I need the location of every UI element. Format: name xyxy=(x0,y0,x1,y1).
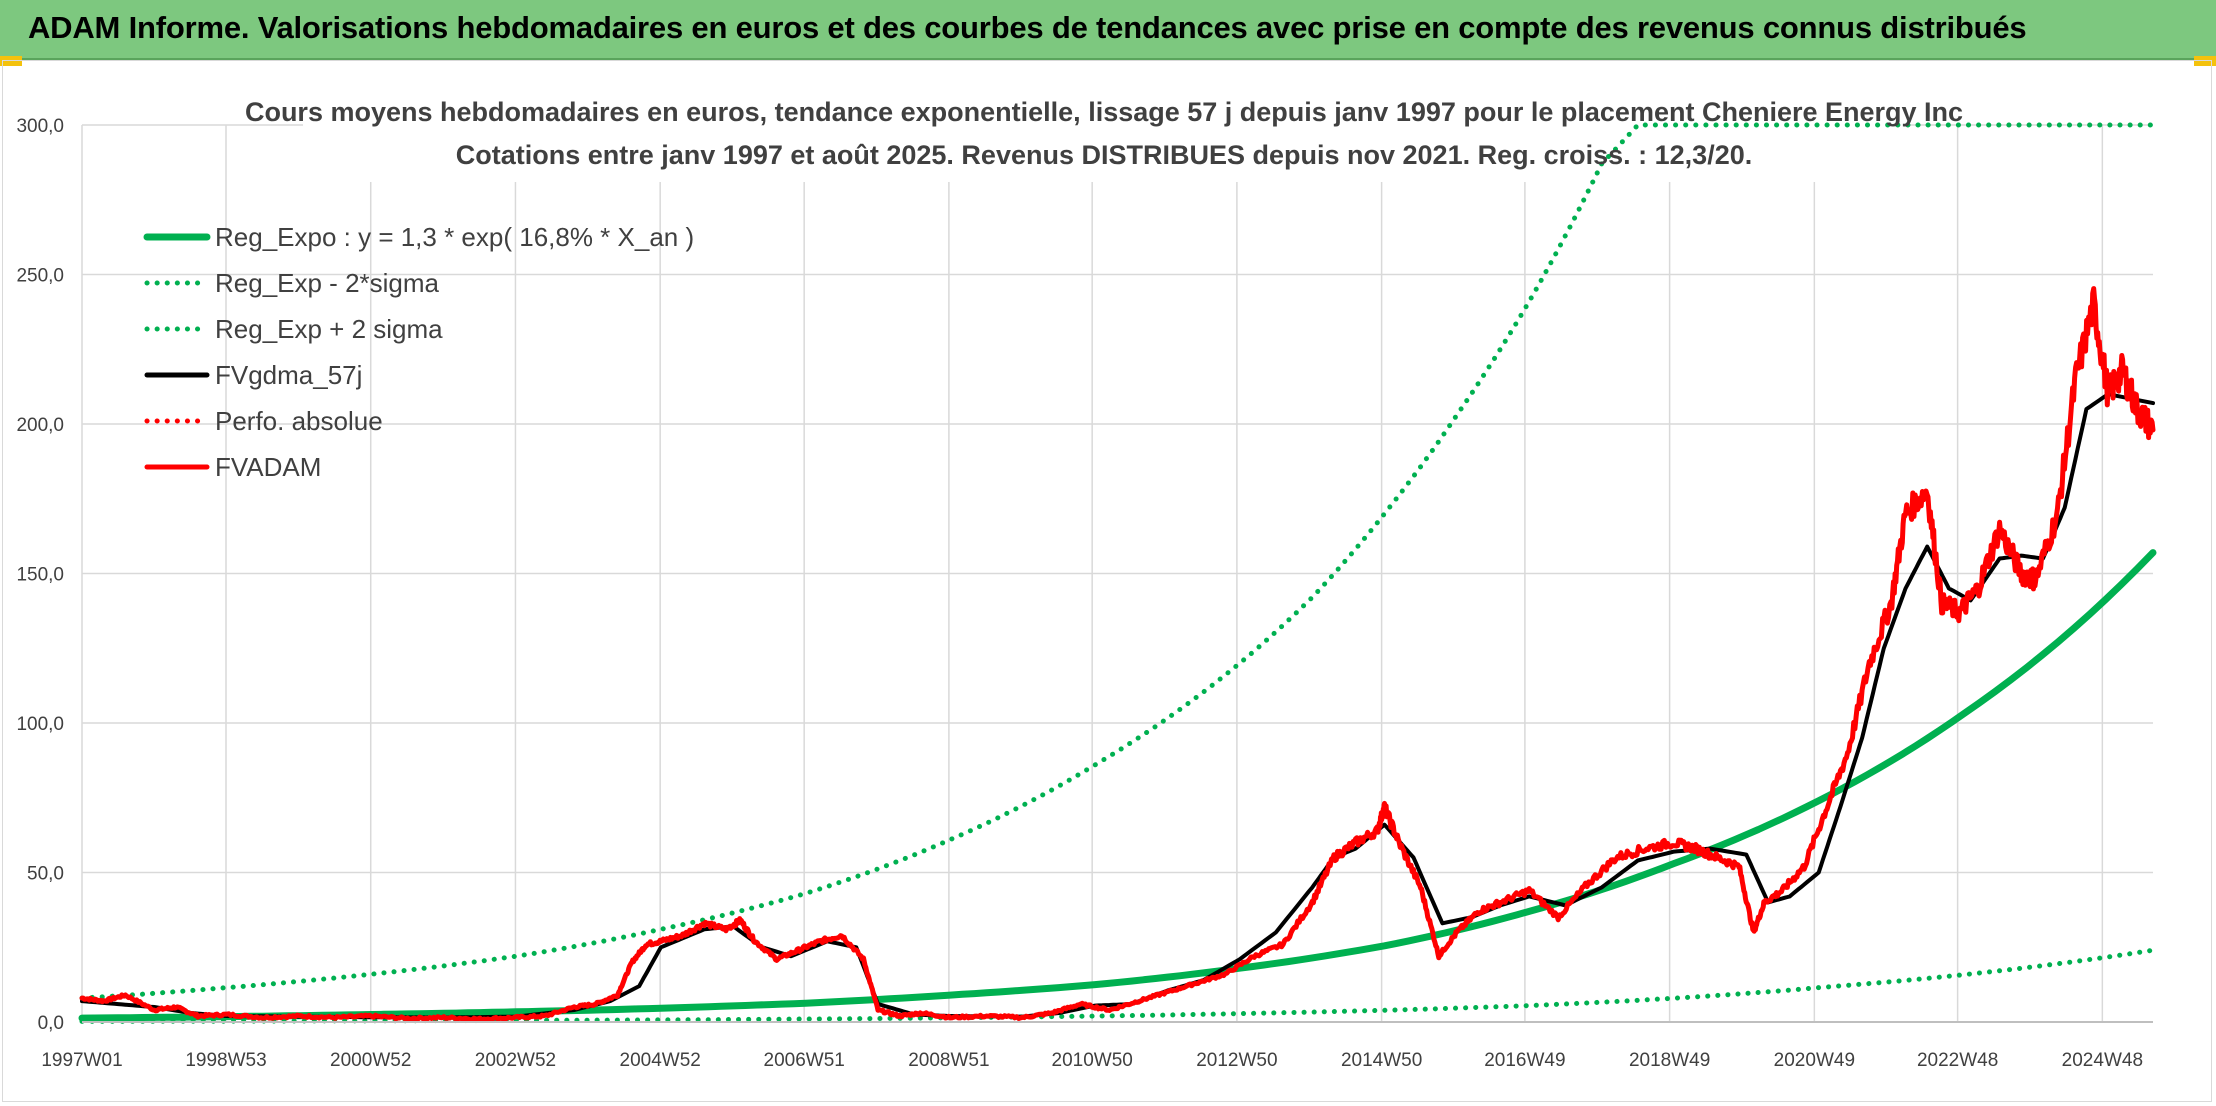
x-tick-label: 2016W49 xyxy=(1484,1050,1565,1071)
title-backdrop xyxy=(303,92,1905,182)
header-banner: ADAM Informe. Valorisations hebdomadaire… xyxy=(0,0,2216,60)
report-title: ADAM Informe. Valorisations hebdomadaire… xyxy=(28,10,2027,45)
legend-label: Perfo. absolue xyxy=(215,406,383,436)
legend-label: Reg_Exp + 2 sigma xyxy=(215,314,443,344)
legend-label: Reg_Expo : y = 1,3 * exp( 16,8% * X_an ) xyxy=(215,222,694,252)
x-tick-label: 2002W52 xyxy=(475,1050,556,1071)
y-tick-label: 150,0 xyxy=(16,565,64,586)
x-tick-label: 1998W53 xyxy=(185,1050,266,1071)
chart-title: Cours moyens hebdomadaires en euros, ten… xyxy=(245,97,1963,127)
y-tick-label: 100,0 xyxy=(16,714,64,735)
series-line xyxy=(78,549,2157,1022)
series-line xyxy=(79,122,2156,1001)
chart-frame xyxy=(2,60,2212,1102)
x-tick-label: 2022W48 xyxy=(1917,1050,1998,1071)
x-tick-label: 2006W51 xyxy=(764,1050,845,1071)
y-tick-label: 250,0 xyxy=(16,266,64,287)
x-tick-label: 2018W49 xyxy=(1629,1050,1710,1071)
legend-label: FVgdma_57j xyxy=(215,360,362,390)
series-group xyxy=(78,122,2157,1024)
axes-group: 0,0 50,0 100,0 150,0 200,0 250,0 300,0 1997W01 1… xyxy=(16,116,2153,1071)
y-tick-label: 50,0 xyxy=(27,864,64,885)
x-tick-label: 2010W50 xyxy=(1052,1050,1133,1071)
x-tick-label: 2004W52 xyxy=(620,1050,701,1071)
chart-subtitle: Cotations entre janv 1997 et août 2025. … xyxy=(456,140,1752,170)
series-line xyxy=(79,286,2156,1023)
x-tick-label: 1997W01 xyxy=(41,1050,122,1071)
corner-mark-left xyxy=(0,56,22,66)
x-tick-label: 2024W48 xyxy=(2062,1050,2143,1071)
series-line xyxy=(80,392,2155,1020)
y-tick-label: 200,0 xyxy=(16,415,64,436)
y-tick-label: 300,0 xyxy=(16,116,64,137)
x-tick-label: 2000W52 xyxy=(330,1050,411,1071)
legend: Reg_Expo : y = 1,3 * exp( 16,8% * X_an )… xyxy=(143,222,694,482)
legend-label: FVADAM xyxy=(215,452,321,482)
y-tick-label: 0,0 xyxy=(38,1013,64,1034)
series-line xyxy=(79,947,2156,1024)
legend-label: Reg_Exp - 2*sigma xyxy=(215,268,440,298)
corner-mark-right xyxy=(2194,56,2216,66)
x-tick-label: 2020W49 xyxy=(1774,1050,1855,1071)
x-tick-label: 2014W50 xyxy=(1341,1050,1422,1071)
x-tick-label: 2012W50 xyxy=(1196,1050,1277,1071)
x-tick-label: 2008W51 xyxy=(908,1050,989,1071)
grid-lines xyxy=(81,124,2153,1023)
